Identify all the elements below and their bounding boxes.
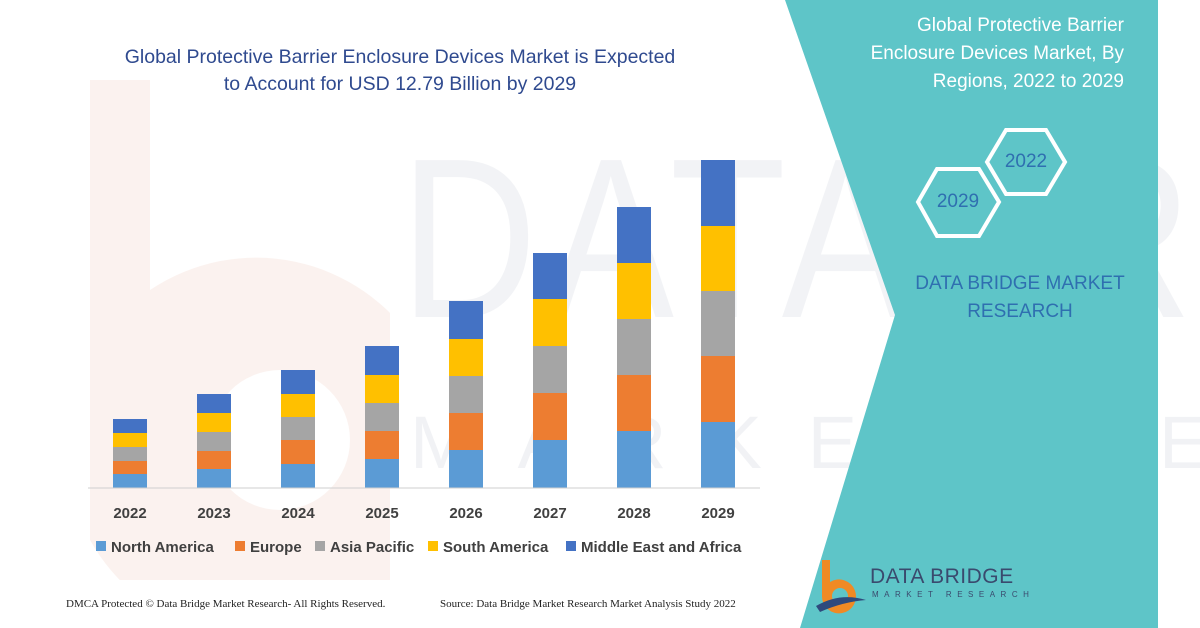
x-tick-label: 2024 [281,505,315,522]
logo-name: DATA BRIDGE [870,565,1014,588]
bar-2027-europe [533,393,567,440]
bar-2023-asia-pacific [197,432,231,451]
bar-2026-south-america [449,339,483,376]
bar-2025-north-america [365,459,399,488]
hex-label-start-year: 2022 [1004,151,1048,172]
side-title: Global Protective Barrier Enclosure Devi… [870,15,1124,92]
data-bridge-logo-icon [816,560,866,614]
legend-label: Asia Pacific [330,539,414,556]
bar-2029-asia-pacific [701,291,735,356]
bar-2029-middle-east-and-africa [701,160,735,226]
bar-2026-asia-pacific [449,376,483,413]
legend-swatch [428,541,438,551]
bar-2022-asia-pacific [113,447,147,461]
x-tick-label: 2025 [365,505,398,522]
x-tick-label: 2022 [113,505,146,522]
bar-2029-north-america [701,422,735,488]
legend-swatch [566,541,576,551]
footer-source: Source: Data Bridge Market Research Mark… [440,598,736,610]
legend-swatch [96,541,106,551]
bar-2022-europe [113,461,147,474]
bar-2023-north-america [197,469,231,488]
bar-2024-asia-pacific [281,417,315,440]
bar-2027-north-america [533,440,567,488]
legend-label: Middle East and Africa [581,539,742,556]
x-tick-label: 2026 [449,505,482,522]
bar-2026-middle-east-and-africa [449,301,483,339]
legend-swatch [235,541,245,551]
bar-2025-asia-pacific [365,403,399,431]
bar-2029-south-america [701,226,735,291]
x-tick-label: 2028 [617,505,650,522]
x-tick-label: 2027 [533,505,566,522]
hex-label-end-year: 2029 [936,191,980,212]
bar-2029-europe [701,356,735,422]
legend-label: North America [111,539,214,556]
bar-2022-north-america [113,474,147,488]
bar-2027-asia-pacific [533,346,567,393]
logo-subtitle: MARKET RESEARCH [872,590,1035,599]
chart-title: Global Protective Barrier Enclosure Devi… [124,46,676,95]
bar-2026-europe [449,413,483,450]
legend-label: Europe [250,539,302,556]
legend-label: South America [443,539,549,556]
bar-2023-europe [197,451,231,469]
bar-2026-north-america [449,450,483,488]
legend-swatch [315,541,325,551]
bar-2023-south-america [197,413,231,432]
bar-2028-south-america [617,263,651,319]
bar-2028-europe [617,375,651,431]
x-tick-label: 2023 [197,505,230,522]
bar-2024-middle-east-and-africa [281,370,315,394]
bar-2024-south-america [281,394,315,417]
stacked-bar-chart: 2022 2023 2024 2025 2026 2027 2028 2029 North Am… [88,160,760,556]
brand-name: DATA BRIDGE MARKET RESEARCH [915,273,1125,322]
bar-2022-south-america [113,433,147,447]
bar-2028-asia-pacific [617,319,651,375]
bar-2025-south-america [365,375,399,403]
bar-2025-europe [365,431,399,459]
bar-2027-middle-east-and-africa [533,253,567,299]
bar-2022-middle-east-and-africa [113,419,147,433]
bar-2025-middle-east-and-africa [365,346,399,375]
bar-2024-north-america [281,464,315,488]
bar-2024-europe [281,440,315,464]
bar-2027-south-america [533,299,567,346]
bar-2023-middle-east-and-africa [197,394,231,413]
bar-2028-north-america [617,431,651,488]
bar-2028-middle-east-and-africa [617,207,651,263]
x-tick-label: 2029 [701,505,734,522]
footer-copyright: DMCA Protected © Data Bridge Market Rese… [66,598,386,610]
